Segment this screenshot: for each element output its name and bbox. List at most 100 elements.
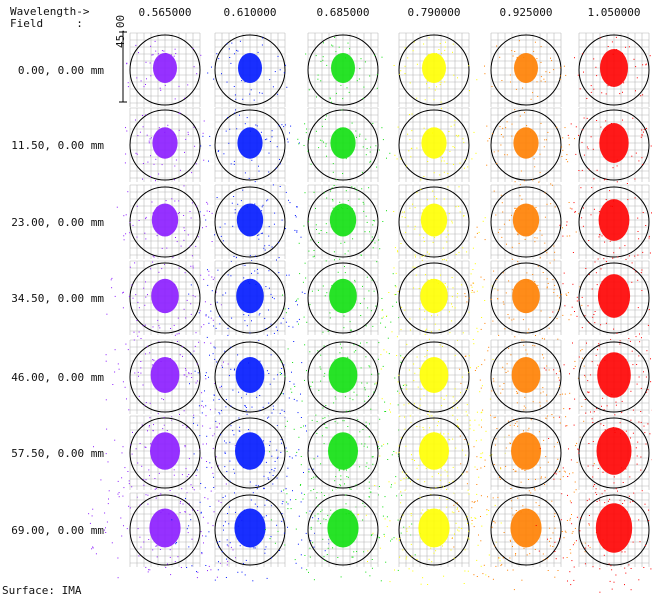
ray-point xyxy=(449,332,451,334)
ray-point xyxy=(248,362,250,364)
ray-point xyxy=(562,149,564,151)
ray-point xyxy=(449,150,451,152)
ray-point xyxy=(462,138,464,140)
ray-point xyxy=(190,373,192,375)
ray-point xyxy=(413,287,415,289)
ray-point xyxy=(174,200,176,202)
ray-point xyxy=(277,530,279,532)
ray-point xyxy=(565,471,566,473)
ray-point xyxy=(581,357,583,359)
ray-point xyxy=(288,308,290,310)
ray-point xyxy=(576,516,578,518)
airy-disk-circle xyxy=(129,417,201,489)
ray-point xyxy=(415,274,417,276)
airy-disk-circle xyxy=(398,341,470,413)
ray-point xyxy=(448,482,450,484)
spot-core xyxy=(418,508,450,548)
ray-point xyxy=(174,334,176,336)
ray-point xyxy=(271,505,272,507)
ray-point xyxy=(351,208,353,210)
ray-point xyxy=(217,465,219,467)
ray-point xyxy=(573,579,575,581)
spot-core xyxy=(331,53,355,83)
ray-point xyxy=(365,466,367,468)
ray-point xyxy=(285,228,286,230)
ray-point xyxy=(219,226,221,228)
ray-point xyxy=(454,388,456,390)
ray-point xyxy=(581,141,583,143)
ray-point xyxy=(320,354,322,356)
ray-point xyxy=(424,99,426,101)
ray-point xyxy=(425,274,426,276)
ray-point xyxy=(629,501,631,503)
ray-point xyxy=(414,372,416,374)
ray-point xyxy=(549,317,551,318)
ray-point xyxy=(163,417,165,419)
ray-point xyxy=(549,540,550,542)
ray-point xyxy=(429,410,431,412)
ray-point xyxy=(559,297,560,299)
ray-point xyxy=(398,455,400,457)
ray-point xyxy=(303,225,305,227)
ray-point xyxy=(219,315,221,317)
ray-point xyxy=(640,469,642,471)
ray-point xyxy=(169,549,171,551)
ray-point xyxy=(453,163,454,165)
ray-point xyxy=(538,505,540,506)
ray-point xyxy=(466,483,468,485)
ray-point xyxy=(602,397,604,399)
ray-point xyxy=(638,579,640,581)
ray-point xyxy=(191,172,193,174)
ray-point xyxy=(572,472,574,474)
ray-point xyxy=(593,58,595,60)
ray-point xyxy=(237,50,239,52)
ray-point xyxy=(257,51,259,53)
ray-point xyxy=(138,395,140,397)
ray-point xyxy=(188,525,190,527)
ray-point xyxy=(203,120,205,122)
ray-point xyxy=(209,135,211,137)
ray-point xyxy=(147,294,148,296)
ray-point xyxy=(480,565,482,567)
ray-point xyxy=(446,471,448,473)
ray-point xyxy=(553,69,555,71)
ray-point xyxy=(427,54,429,56)
ray-point xyxy=(409,207,411,209)
ray-point xyxy=(413,380,415,382)
ray-point xyxy=(608,563,610,565)
ray-point xyxy=(214,383,216,384)
ray-point xyxy=(427,279,429,281)
ray-point xyxy=(175,53,177,54)
ray-point xyxy=(299,484,301,486)
ray-point xyxy=(348,410,350,412)
ray-point xyxy=(230,368,232,370)
ray-point xyxy=(603,130,605,132)
ray-point xyxy=(419,497,421,498)
ray-point xyxy=(211,212,213,214)
ray-point xyxy=(378,448,380,450)
ray-point xyxy=(467,570,469,572)
ray-point xyxy=(496,163,498,164)
airy-disk-circle xyxy=(214,34,286,106)
ray-point xyxy=(587,305,589,307)
ray-point xyxy=(574,527,576,529)
ray-point xyxy=(461,284,463,286)
ray-point xyxy=(418,288,420,290)
ray-point xyxy=(484,300,486,301)
ray-point xyxy=(286,493,288,495)
ray-point xyxy=(309,351,311,353)
ray-point xyxy=(425,467,427,469)
ray-point xyxy=(480,516,481,517)
ray-point xyxy=(225,399,227,401)
ray-point xyxy=(253,547,255,549)
ray-point xyxy=(271,246,273,248)
ray-point xyxy=(474,263,476,265)
ray-point xyxy=(92,508,94,510)
ray-point xyxy=(482,220,484,222)
ray-point xyxy=(353,551,355,553)
ray-point xyxy=(458,530,460,532)
ray-point xyxy=(220,410,222,412)
spot-cell xyxy=(207,32,288,107)
ray-point xyxy=(519,208,521,210)
field-label-2: 11.50, 0.00 mm xyxy=(11,139,104,152)
